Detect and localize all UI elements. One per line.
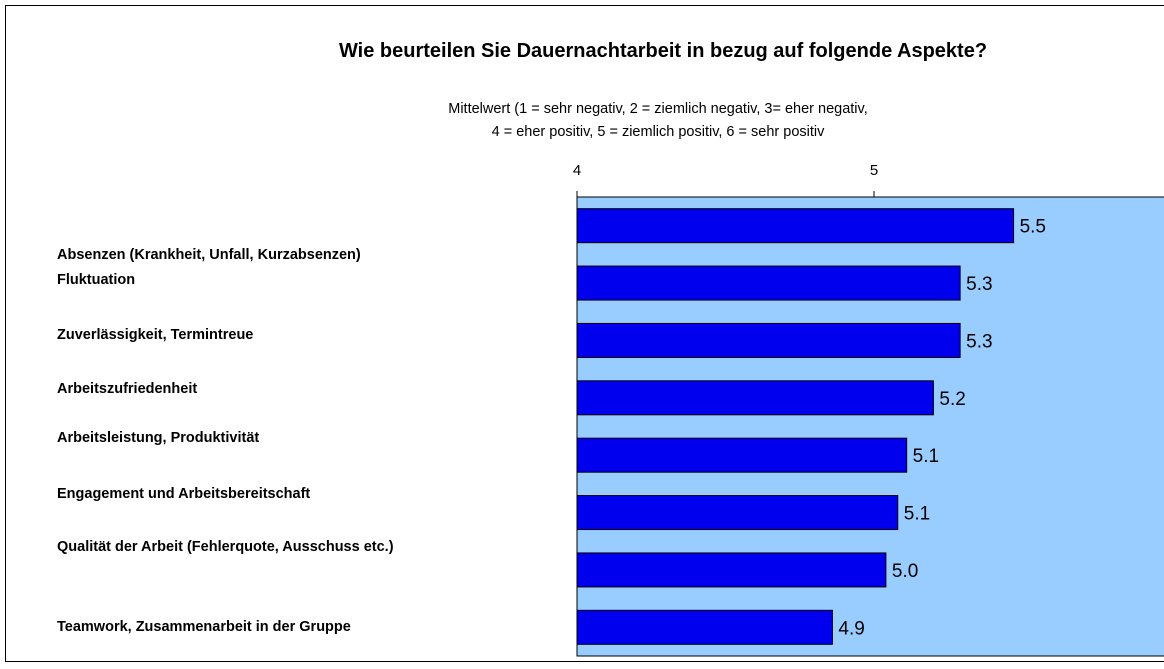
- bar: [576, 495, 899, 531]
- data-label: 4.9: [838, 618, 864, 639]
- data-label: 5.3: [966, 331, 992, 352]
- bar: [576, 609, 833, 645]
- category-label: Teamwork, Zusammenarbeit in der Gruppe: [57, 619, 351, 635]
- category-label: Engagement und Arbeitsbereitschaft: [57, 486, 311, 502]
- bar: [576, 437, 908, 473]
- category-label: Zuverlässigkeit, Termintreue: [57, 327, 254, 343]
- data-label: 5.1: [913, 446, 939, 467]
- x-tick-label: 5: [870, 162, 878, 179]
- category-label: Arbeitsleistung, Produktivität: [57, 430, 260, 446]
- data-label: 5.2: [939, 389, 965, 410]
- category-label: Absenzen (Krankheit, Unfall, Kurzabsenze…: [57, 247, 361, 263]
- bar: [576, 552, 887, 588]
- data-label: 5.1: [904, 504, 930, 525]
- chart-subtitle-line-1: Mittelwert (1 = sehr negativ, 2 = ziemli…: [448, 101, 868, 117]
- data-label: 5.5: [1020, 217, 1046, 238]
- chart-subtitle-line-2: 4 = eher positiv, 5 = ziemlich positiv, …: [491, 124, 825, 140]
- data-label: 5.3: [966, 274, 992, 295]
- category-label: Arbeitszufriedenheit: [57, 381, 198, 397]
- chart-title: Wie beurteilen Sie Dauernachtarbeit in b…: [338, 40, 988, 62]
- data-label: 5.0: [892, 561, 918, 582]
- bar: [576, 380, 934, 416]
- category-label: Qualität der Arbeit (Fehlerquote, Aussch…: [57, 539, 394, 555]
- category-label: Fluktuation: [57, 272, 136, 288]
- x-tick-label: 4: [573, 162, 581, 179]
- bar: [576, 265, 961, 301]
- bar: [576, 208, 1015, 244]
- bar: [576, 322, 961, 358]
